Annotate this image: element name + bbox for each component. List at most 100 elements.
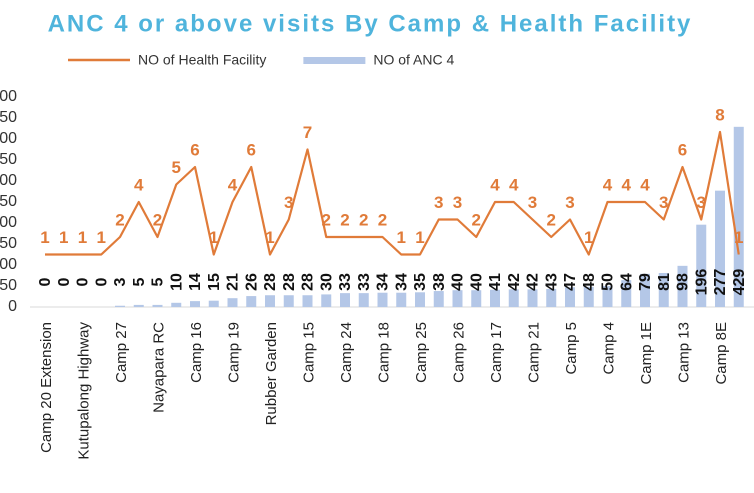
line-value-label: 2 [378, 210, 387, 229]
bar-value-label: 5 [150, 277, 167, 286]
line-value-label: 1 [59, 228, 68, 247]
bar [733, 126, 744, 307]
bar-value-label: 34 [375, 273, 392, 291]
chart-title: ANC 4 or above visits By Camp & Health F… [48, 10, 693, 37]
y-tick-label: 300 [0, 172, 17, 189]
bar [265, 295, 275, 307]
line-value-label: 2 [359, 210, 368, 229]
line-value-label: 4 [640, 175, 650, 194]
line-value-label: 4 [622, 175, 632, 194]
bar [115, 305, 125, 307]
line-value-label: 4 [228, 175, 238, 194]
line-value-label: 1 [78, 228, 87, 247]
y-tick-label: 100 [0, 256, 17, 273]
bar-value-label: 35 [412, 273, 429, 291]
line-value-label: 4 [490, 175, 500, 194]
line-value-label: 3 [565, 193, 574, 212]
bar-value-label: 30 [318, 273, 335, 291]
bar [190, 301, 200, 307]
bar [358, 293, 369, 307]
bar-value-label: 3 [112, 277, 129, 286]
bar-value-label: 0 [56, 277, 73, 286]
line-value-label: 1 [415, 228, 424, 247]
line-value-label: 3 [659, 193, 668, 212]
bar [246, 296, 257, 307]
bar-value-label: 0 [75, 277, 92, 286]
bar [152, 304, 163, 307]
legend-swatch [303, 57, 366, 64]
x-tick-label: Camp 20 Extension [38, 322, 55, 453]
bar-value-label: 42 [525, 273, 542, 291]
line-value-label: 2 [115, 210, 124, 229]
bar-value-label: 98 [675, 273, 692, 291]
line-value-label: 2 [547, 210, 556, 229]
x-tick-label: Camp 18 [375, 322, 392, 383]
line-value-label: 1 [97, 228, 106, 247]
bar-value-label: 33 [356, 273, 373, 291]
bar-value-label: 28 [300, 273, 317, 291]
bar-value-label: 33 [337, 273, 354, 291]
bar [527, 289, 538, 307]
line-value-label: 1 [209, 228, 218, 247]
line-value-label: 3 [434, 193, 443, 212]
y-tick-label: 400 [0, 130, 17, 147]
x-tick-label: Camp 15 [300, 322, 317, 383]
bar [302, 295, 313, 307]
y-tick-label: 0 [8, 298, 17, 315]
bar-value-label: 277 [712, 269, 729, 296]
x-tick-label: Camp 24 [338, 322, 355, 383]
bar-value-label: 10 [168, 273, 185, 291]
legend: NO of Health Facility NO of ANC 4 [68, 52, 455, 68]
bar-value-label: 5 [131, 277, 148, 286]
bar-value-label: 26 [243, 273, 260, 291]
bar-value-label: 48 [581, 273, 598, 291]
line-value-label: 4 [134, 175, 144, 194]
line-value-label: 1 [397, 228, 406, 247]
line [45, 130, 740, 256]
bar [565, 287, 575, 307]
bar-value-label: 40 [468, 273, 485, 291]
bar [208, 300, 219, 307]
bar [546, 288, 557, 307]
line-value-label: 7 [303, 123, 312, 142]
bar-value-label: 40 [450, 273, 467, 291]
bar [583, 286, 594, 307]
line-value-label: 1 [265, 228, 274, 247]
bar [452, 290, 463, 307]
bar [696, 224, 707, 307]
bar-value-label: 15 [206, 273, 223, 291]
bar-value-label: 42 [506, 273, 523, 291]
bar-value-label: 429 [731, 269, 748, 296]
x-tick-label: Camp 19 [225, 322, 242, 383]
y-tick-label: 200 [0, 214, 17, 231]
bar [433, 291, 444, 307]
x-tick-label: Camp 5 [563, 322, 580, 375]
line-value-label: 3 [697, 193, 706, 212]
x-tick-label: Camp 16 [188, 322, 205, 383]
bar-value-label: 47 [562, 273, 579, 291]
bar-value-label: 0 [93, 277, 110, 286]
bar [415, 292, 425, 307]
line-value-label: 4 [509, 175, 519, 194]
bar-value-label: 196 [693, 269, 710, 296]
bar-value-label: 38 [431, 273, 448, 291]
line-value-label: 1 [734, 228, 743, 247]
x-tick-label: Camp 17 [488, 322, 505, 383]
bar [321, 294, 332, 307]
line-value-label: 6 [678, 140, 687, 159]
x-tick-label: Camp 4 [600, 322, 617, 375]
bar-value-label: 14 [187, 273, 204, 291]
legend-label: NO of Health Facility [138, 52, 266, 68]
line-value-label: 6 [190, 140, 199, 159]
y-tick-label: 50 [0, 277, 17, 294]
x-tick-label: Rubber Garden [263, 322, 280, 425]
line-value-label: 2 [472, 210, 481, 229]
line-value-label: 1 [40, 228, 49, 247]
line-value-label: 2 [322, 210, 331, 229]
legend-label: NO of ANC 4 [373, 52, 454, 68]
bar-value-label: 79 [637, 273, 654, 291]
line-value-label: 1 [584, 228, 593, 247]
x-tick-label: Camp 25 [413, 322, 430, 383]
line-value-label: 2 [153, 210, 162, 229]
